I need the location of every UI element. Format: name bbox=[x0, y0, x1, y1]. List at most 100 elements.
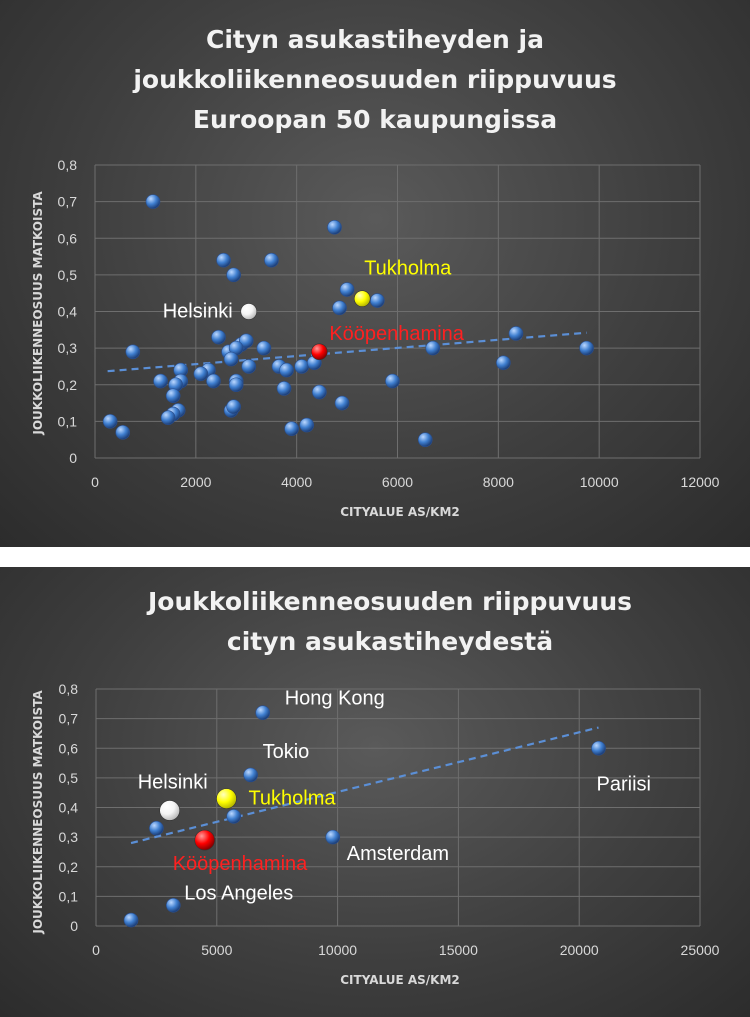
chart-2-point-label: Los Angeles bbox=[184, 882, 293, 904]
chart-2-data-point bbox=[255, 705, 271, 720]
chart-1-data-point bbox=[228, 377, 244, 393]
chart-1-data-point bbox=[216, 252, 231, 268]
chart-2-y-tick-label: 0,6 bbox=[59, 740, 79, 756]
chart-2-svg: Joukkoliikenneosuuden riippuvuus cityn a… bbox=[31, 587, 720, 987]
chart-2-x-tick-label: 10000 bbox=[318, 942, 357, 958]
chart-1-title-line-2: joukkoliikenneosuuden riippuvuus bbox=[132, 65, 616, 94]
chart-1-data-point bbox=[211, 329, 226, 345]
chart-2-data-point bbox=[325, 829, 341, 845]
chart-1-data-point bbox=[334, 395, 350, 411]
chart-2-x-tick-label: 0 bbox=[92, 942, 100, 958]
chart-2-data-point bbox=[166, 897, 181, 913]
chart-1-data-point bbox=[145, 194, 161, 209]
chart-1-data-point bbox=[102, 414, 118, 429]
chart-2-x-axis-label: CITYALUE AS/KM2 bbox=[340, 973, 460, 987]
chart-1-highlight-label: Tukholma bbox=[364, 258, 452, 280]
chart-1-data-point bbox=[425, 340, 441, 356]
chart-1-y-tick-label: 0 bbox=[69, 450, 77, 466]
chart-2-point-label: Pariisi bbox=[597, 773, 651, 795]
chart-1-x-tick-label: 12000 bbox=[681, 474, 720, 490]
chart-1-data-point bbox=[284, 421, 299, 437]
chart-2-highlight-label: Helsinki bbox=[138, 771, 208, 793]
chart-2-x-tick-label: 20000 bbox=[560, 942, 599, 958]
chart-1-data-point bbox=[508, 326, 524, 341]
chart-2-title-line-1: Joukkoliikenneosuuden riippuvuus bbox=[146, 587, 632, 616]
chart-2-highlight-point bbox=[216, 788, 237, 809]
chart-2-data-point bbox=[123, 912, 139, 928]
chart-1-data-point bbox=[153, 373, 168, 389]
chart-1-data-point bbox=[165, 388, 181, 404]
chart-1-data-point bbox=[160, 410, 176, 426]
chart-1-y-tick-label: 0,4 bbox=[58, 304, 78, 320]
chart-1-x-tick-label: 6000 bbox=[382, 474, 413, 490]
chart-1-data-point bbox=[496, 355, 511, 371]
chart-1-data-point bbox=[125, 344, 141, 360]
chart-2-trendline bbox=[130, 726, 599, 845]
chart-1-y-tick-label: 0,3 bbox=[58, 340, 78, 356]
chart-2-y-tick-label: 0,1 bbox=[59, 888, 79, 904]
chart-1-highlight-point bbox=[353, 290, 371, 307]
chart-2-point-label: Amsterdam bbox=[347, 843, 449, 865]
chart-1-y-tick-label: 0,2 bbox=[58, 377, 78, 393]
chart-1-highlight-point bbox=[311, 343, 328, 361]
chart-1-x-tick-label: 4000 bbox=[281, 474, 312, 490]
chart-1-data-point bbox=[579, 340, 594, 356]
chart-1-y-axis-label: JOUKKOLIIKENNEOSUUS MATKOISTA bbox=[31, 191, 45, 436]
chart-1-data-point bbox=[299, 417, 315, 433]
chart-1-y-tick-label: 0,7 bbox=[58, 194, 78, 210]
chart-2-y-axis-label: JOUKKOLIIKENNEOSUUS MATKOISTA bbox=[31, 690, 45, 935]
chart-2-point-label: Hong Kong bbox=[285, 688, 385, 710]
chart-panel-1: Cityn asukastiheyden ja joukkoliikenneos… bbox=[0, 0, 750, 547]
chart-2-y-tick-label: 0,7 bbox=[59, 711, 79, 727]
chart-1-highlight-label: Helsinki bbox=[163, 301, 233, 323]
chart-1-data-point bbox=[276, 381, 292, 396]
chart-panel-2: Joukkoliikenneosuuden riippuvuus cityn a… bbox=[0, 567, 750, 1017]
chart-2-y-tick-label: 0,4 bbox=[59, 800, 79, 816]
chart-1-svg: Cityn asukastiheyden ja joukkoliikenneos… bbox=[31, 25, 720, 519]
chart-1-data-point bbox=[226, 267, 241, 283]
chart-2-y-tick-label: 0,2 bbox=[59, 859, 79, 875]
chart-2-data-point bbox=[226, 809, 242, 824]
chart-1-data-point bbox=[238, 333, 254, 349]
chart-2-highlight-point bbox=[194, 829, 216, 851]
chart-1-y-tick-label: 0,5 bbox=[58, 267, 78, 283]
chart-1-data-point bbox=[193, 366, 209, 382]
chart-1-data-point bbox=[370, 293, 385, 308]
chart-2-highlight-point bbox=[159, 800, 180, 821]
chart-1-trendline bbox=[107, 331, 587, 373]
chart-1-data-point bbox=[256, 340, 272, 356]
chart-1-data-point bbox=[279, 362, 294, 378]
chart-1-data-point bbox=[241, 359, 257, 374]
chart-1-x-tick-label: 0 bbox=[91, 474, 99, 490]
chart-1-data-point bbox=[332, 300, 347, 316]
chart-1-data-point bbox=[417, 432, 433, 447]
chart-1-y-tick-label: 0,8 bbox=[58, 157, 78, 173]
chart-1-y-tick-label: 0,1 bbox=[58, 413, 78, 429]
chart-1-data-point bbox=[223, 351, 239, 367]
chart-1-data-point bbox=[385, 373, 400, 389]
chart-2-y-tick-label: 0,3 bbox=[59, 829, 79, 845]
chart-1-x-tick-label: 2000 bbox=[180, 474, 211, 490]
chart-1-x-tick-label: 10000 bbox=[580, 474, 619, 490]
chart-1-highlight-point bbox=[240, 303, 258, 320]
chart-1-data-point bbox=[327, 219, 342, 235]
chart-1-highlight-label: Kööpenhamina bbox=[329, 323, 464, 345]
chart-2-x-tick-label: 25000 bbox=[681, 942, 720, 958]
chart-2-y-tick-label: 0 bbox=[70, 918, 78, 934]
chart-1-x-axis-label: CITYALUE AS/KM2 bbox=[340, 505, 460, 519]
chart-1-data-point bbox=[294, 359, 310, 374]
chart-1-data-point bbox=[312, 384, 327, 400]
chart-1-data-point bbox=[206, 373, 221, 389]
chart-2-data-point bbox=[591, 740, 606, 756]
chart-1-data-point bbox=[115, 425, 131, 440]
chart-2-point-label: Tokio bbox=[263, 741, 310, 763]
chart-2-highlight-label: Kööpenhamina bbox=[173, 853, 308, 875]
chart-1-y-tick-label: 0,6 bbox=[58, 230, 78, 246]
chart-2-x-tick-label: 5000 bbox=[201, 942, 232, 958]
chart-2-y-tick-label: 0,8 bbox=[59, 681, 79, 697]
chart-1-title-line-1: Cityn asukastiheyden ja bbox=[206, 25, 544, 54]
chart-2-x-tick-label: 15000 bbox=[439, 942, 478, 958]
chart-1-data-point bbox=[264, 252, 279, 268]
chart-2-data-point bbox=[149, 820, 164, 836]
chart-2-y-tick-label: 0,5 bbox=[59, 770, 79, 786]
